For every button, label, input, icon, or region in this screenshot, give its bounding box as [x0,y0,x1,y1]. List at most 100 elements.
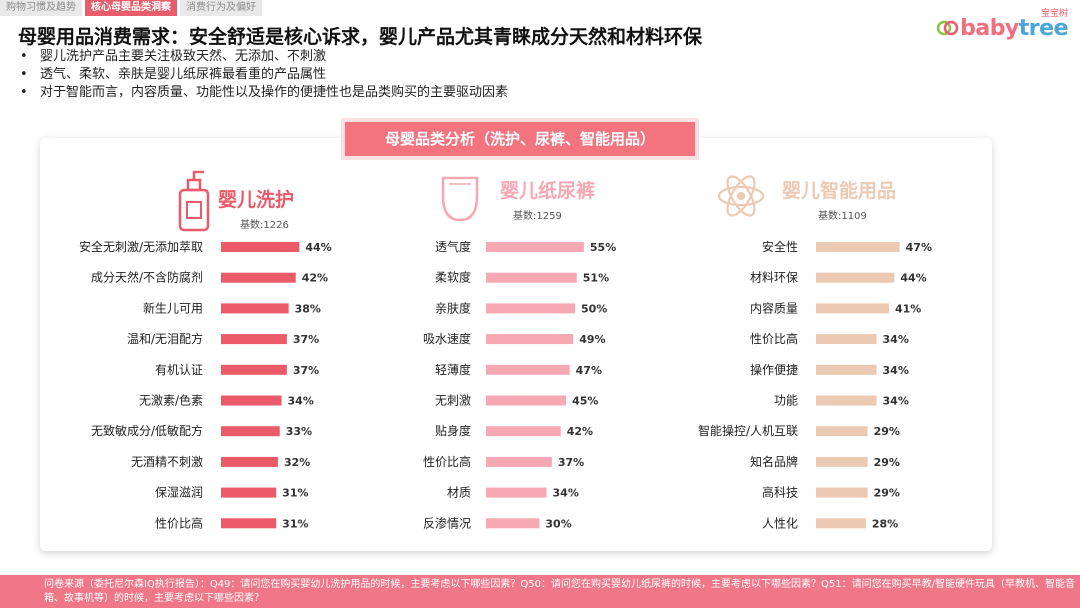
data-label: 50% [581,302,607,315]
bar [486,487,547,498]
chart-base-size: 基数:1109 [818,209,867,222]
category-label: 性价比高 [155,515,203,530]
data-label: 42% [302,272,328,285]
tab-consumer-behavior[interactable]: 消费行为及偏好 [180,0,262,16]
data-label: 33% [286,425,312,438]
data-label: 31% [282,487,308,500]
category-label: 材质 [447,486,471,500]
category-label: 成分天然/不含防腐剂 [91,270,203,285]
atom-orbit [717,185,765,207]
tab-core-category-insight[interactable]: 核心母婴品类洞察 [85,0,177,16]
category-label: 人性化 [762,516,798,530]
bar [486,242,584,252]
data-label: 55% [590,241,616,254]
chart-base-size: 基数:1259 [513,209,562,222]
bar [486,518,540,529]
bottle-label [186,201,202,219]
bar [486,395,567,406]
data-label: 51% [583,272,609,285]
category-label: 透气度 [435,239,471,254]
bar [221,426,280,437]
bar [221,395,282,406]
category-label: 知名品牌 [750,454,798,469]
logo-text: babytree [960,16,1068,41]
data-label: 32% [284,456,310,469]
bottle-body [178,188,210,232]
key-findings-list: 婴儿洗护产品主要关注极致天然、无添加、不刺激 透气、柔软、亲肤是婴儿纸尿裤最看重… [20,48,508,102]
key-finding: 婴儿洗护产品主要关注极致天然、无添加、不刺激 [20,48,508,66]
data-label: 42% [567,425,593,438]
source-footnote: 问卷来源（委托尼尔森IQ执行报告）：Q49：请问您在购买婴幼儿洗护用品的时候，主… [0,575,1080,608]
category-label: 柔软度 [435,270,471,285]
atom-orbit [726,175,756,217]
category-label: 保湿滋润 [155,485,203,500]
category-label: 温和/无泪配方 [127,331,203,346]
bar [221,272,296,283]
bar [221,487,277,498]
chart-title: 婴儿纸尿裤 [500,179,595,202]
data-label: 45% [572,395,598,408]
data-label: 44% [900,272,926,285]
bar [486,426,561,437]
data-label: 49% [579,333,605,346]
category-label: 亲肤度 [435,300,471,315]
bar [221,334,287,345]
data-label: 38% [295,302,321,315]
tab-shopping-habits[interactable]: 购物习惯及趋势 [0,0,82,16]
bottle-pump [192,170,204,180]
data-label: 37% [293,333,319,346]
category-label: 高科技 [762,485,798,500]
bar [221,456,278,467]
bar [816,426,868,437]
category-label: 轻薄度 [435,362,471,377]
bar [816,334,877,345]
bar [486,334,574,345]
data-label: 29% [874,456,900,469]
category-label: 反渗情况 [423,515,471,530]
babytree-logo: 宝宝树 babytree [930,6,1070,41]
data-label: 30% [545,517,571,530]
bar [816,487,868,498]
category-label: 性价比高 [750,331,798,346]
bar [816,518,866,529]
panel-title: 母婴品类分析（洗护、尿裤、智能用品） [345,122,695,156]
logo-subtext: 宝宝树 [1040,9,1068,19]
chart-title: 婴儿洗护 [218,188,294,211]
bar [221,364,287,375]
category-label: 功能 [774,394,798,408]
category-label: 贴身度 [435,423,471,438]
data-label: 37% [558,456,584,469]
bar [816,456,868,467]
page-title: 母婴用品消费需求：安全舒适是核心诉求，婴儿产品尤其青睐成分天然和材料环保 [18,26,703,48]
bar [486,272,577,283]
data-label: 34% [883,333,909,346]
category-label: 吸水速度 [423,331,471,346]
bar [486,303,575,314]
category-label: 内容质量 [750,300,798,315]
chart-panel [40,138,992,551]
bar [486,456,552,467]
chart-base-size: 基数:1226 [240,218,289,231]
category-label: 智能操控/人机互联 [698,423,798,438]
key-finding: 透气、柔软、亲肤是婴儿纸尿裤最看重的产品属性 [20,66,508,84]
chart-title: 婴儿智能用品 [782,179,896,202]
category-label: 材料环保 [750,271,798,285]
logo-mark-icon [936,20,959,36]
atom-icon [717,175,765,217]
data-label: 44% [305,241,331,254]
data-label: 34% [288,395,314,408]
data-label: 47% [576,364,602,377]
bar [221,518,277,529]
data-label: 34% [883,364,909,377]
bar [816,364,877,375]
data-label: 47% [906,241,932,254]
bar [816,303,889,314]
bar [221,303,289,314]
data-label: 34% [553,487,579,500]
key-finding: 对于智能而言，内容质量、功能性以及操作的便捷性也是品类购买的主要驱动因素 [20,84,508,102]
data-label: 29% [874,487,900,500]
bottle-neck [186,178,202,192]
category-label: 安全性 [762,239,798,254]
